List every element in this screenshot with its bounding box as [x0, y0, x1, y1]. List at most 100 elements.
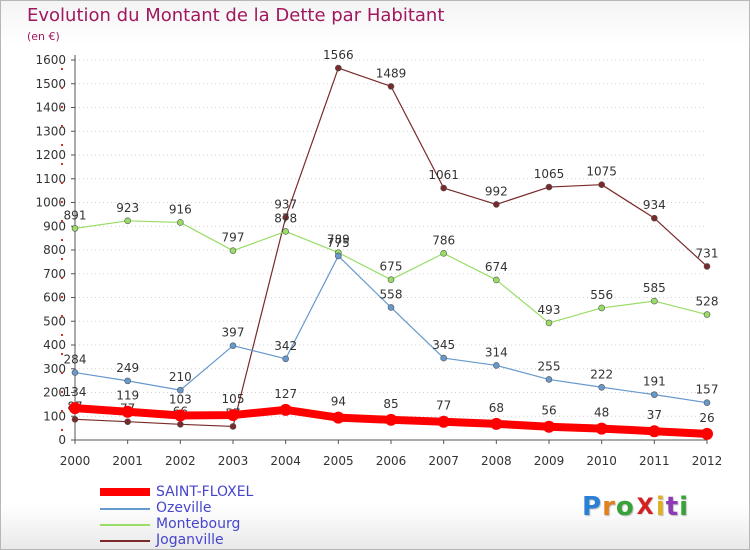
- data-label-montebourg: 493: [538, 303, 561, 317]
- data-label-ozeville: 397: [222, 326, 245, 340]
- proxiti-logo: ProXiti: [582, 492, 689, 522]
- axis-marker: [61, 125, 63, 127]
- legend-label-joganville: Joganville: [156, 532, 224, 548]
- data-point-ozeville: [335, 252, 342, 260]
- y-tick-label: 1200: [35, 148, 66, 162]
- data-label-montebourg: 674: [485, 260, 508, 274]
- axis-marker: [61, 144, 63, 146]
- data-label-ozeville: 314: [485, 345, 508, 359]
- data-point-montebourg: [703, 311, 711, 318]
- data-label-ozeville: 345: [432, 338, 455, 352]
- x-tick-label: 2004: [270, 454, 301, 468]
- data-label-saint-floxel: 103: [169, 393, 192, 407]
- axis-marker: [61, 410, 63, 412]
- data-point-saint-floxel: [69, 402, 81, 415]
- y-tick-label: 300: [43, 362, 66, 376]
- y-tick-label: 800: [43, 243, 66, 257]
- y-tick-label: 1600: [35, 53, 66, 67]
- data-point-joganville: [651, 214, 658, 222]
- data-label-joganville: 731: [696, 246, 719, 260]
- data-point-joganville: [703, 263, 711, 270]
- data-point-joganville: [440, 184, 447, 192]
- axis-marker: [61, 258, 63, 260]
- data-point-saint-floxel: [227, 409, 239, 422]
- axis-marker: [61, 296, 63, 298]
- data-point-saint-floxel: [279, 403, 292, 416]
- data-point-montebourg: [493, 276, 500, 284]
- y-tick-label: 1300: [35, 124, 66, 138]
- x-tick-label: 2012: [692, 454, 723, 468]
- x-tick-label: 2003: [218, 454, 249, 468]
- axis-marker: [61, 239, 63, 241]
- x-tick-label: 2000: [60, 454, 91, 468]
- data-label-saint-floxel: 94: [331, 395, 346, 409]
- data-point-ozeville: [124, 377, 131, 385]
- y-tick-label: 600: [43, 291, 66, 305]
- data-label-saint-floxel: 48: [594, 406, 609, 420]
- axis-marker: [61, 315, 63, 317]
- data-label-ozeville: 558: [380, 287, 403, 301]
- x-tick-label: 2008: [481, 454, 512, 468]
- axis-marker: [61, 429, 63, 431]
- data-point-ozeville: [651, 391, 658, 398]
- data-label-montebourg: 916: [169, 202, 192, 216]
- legend-label-ozeville: Ozeville: [156, 500, 212, 516]
- logo-letter: X: [636, 494, 655, 520]
- data-label-montebourg: 585: [643, 281, 666, 295]
- x-tick-label: 2010: [586, 454, 617, 468]
- data-point-saint-floxel: [490, 417, 503, 430]
- data-point-montebourg: [440, 250, 447, 257]
- data-point-joganville: [71, 416, 79, 423]
- axis-marker: [61, 220, 63, 222]
- legend-label-saint-floxel: SAINT-FLOXEL: [156, 484, 254, 500]
- data-point-montebourg: [177, 219, 184, 226]
- data-label-ozeville: 249: [116, 361, 139, 375]
- data-label-montebourg: 923: [116, 201, 139, 215]
- y-tick-label: 1100: [35, 172, 66, 186]
- data-label-ozeville: 255: [538, 359, 561, 373]
- data-label-saint-floxel: 77: [436, 399, 451, 413]
- data-point-ozeville: [177, 386, 184, 394]
- data-label-montebourg: 789: [327, 233, 350, 247]
- data-point-saint-floxel: [595, 422, 608, 435]
- data-point-saint-floxel: [543, 420, 555, 433]
- axis-marker: [61, 372, 63, 374]
- data-point-joganville: [229, 423, 237, 430]
- data-point-montebourg: [651, 297, 658, 305]
- axis-marker: [61, 334, 63, 336]
- y-tick-label: 100: [43, 409, 66, 423]
- data-label-ozeville: 222: [590, 367, 613, 381]
- y-tick-label: 1000: [35, 196, 66, 210]
- data-label-montebourg: 797: [222, 231, 245, 245]
- logo-letter: t: [665, 492, 680, 522]
- data-label-saint-floxel: 105: [222, 392, 245, 406]
- logo-letter: i: [655, 492, 666, 522]
- data-label-ozeville: 342: [274, 339, 297, 353]
- y-tick-label: 200: [43, 386, 66, 400]
- y-tick-label: 1500: [35, 77, 66, 91]
- legend-swatch-montebourg: [100, 524, 150, 526]
- data-label-joganville: 1075: [586, 165, 617, 179]
- data-point-ozeville: [282, 355, 289, 363]
- legend-swatch-ozeville: [100, 508, 150, 510]
- data-point-montebourg: [124, 217, 131, 225]
- data-label-joganville: 937: [274, 197, 297, 211]
- x-tick-label: 2006: [376, 454, 407, 468]
- axis-marker: [61, 182, 63, 184]
- data-point-joganville: [335, 64, 342, 72]
- y-tick-label: 700: [43, 267, 66, 281]
- data-point-joganville: [493, 201, 500, 208]
- data-point-montebourg: [387, 276, 395, 283]
- data-label-joganville: 1489: [376, 66, 407, 80]
- data-label-saint-floxel: 127: [274, 387, 297, 401]
- data-label-ozeville: 157: [696, 383, 719, 397]
- data-point-montebourg: [71, 225, 79, 232]
- data-label-saint-floxel: 134: [64, 385, 87, 399]
- x-tick-label: 2002: [165, 454, 196, 468]
- y-tick-label: 0: [58, 433, 66, 447]
- x-tick-label: 2011: [639, 454, 670, 468]
- data-label-saint-floxel: 85: [383, 397, 398, 411]
- axis-marker: [61, 87, 63, 89]
- data-label-joganville: 992: [485, 184, 508, 198]
